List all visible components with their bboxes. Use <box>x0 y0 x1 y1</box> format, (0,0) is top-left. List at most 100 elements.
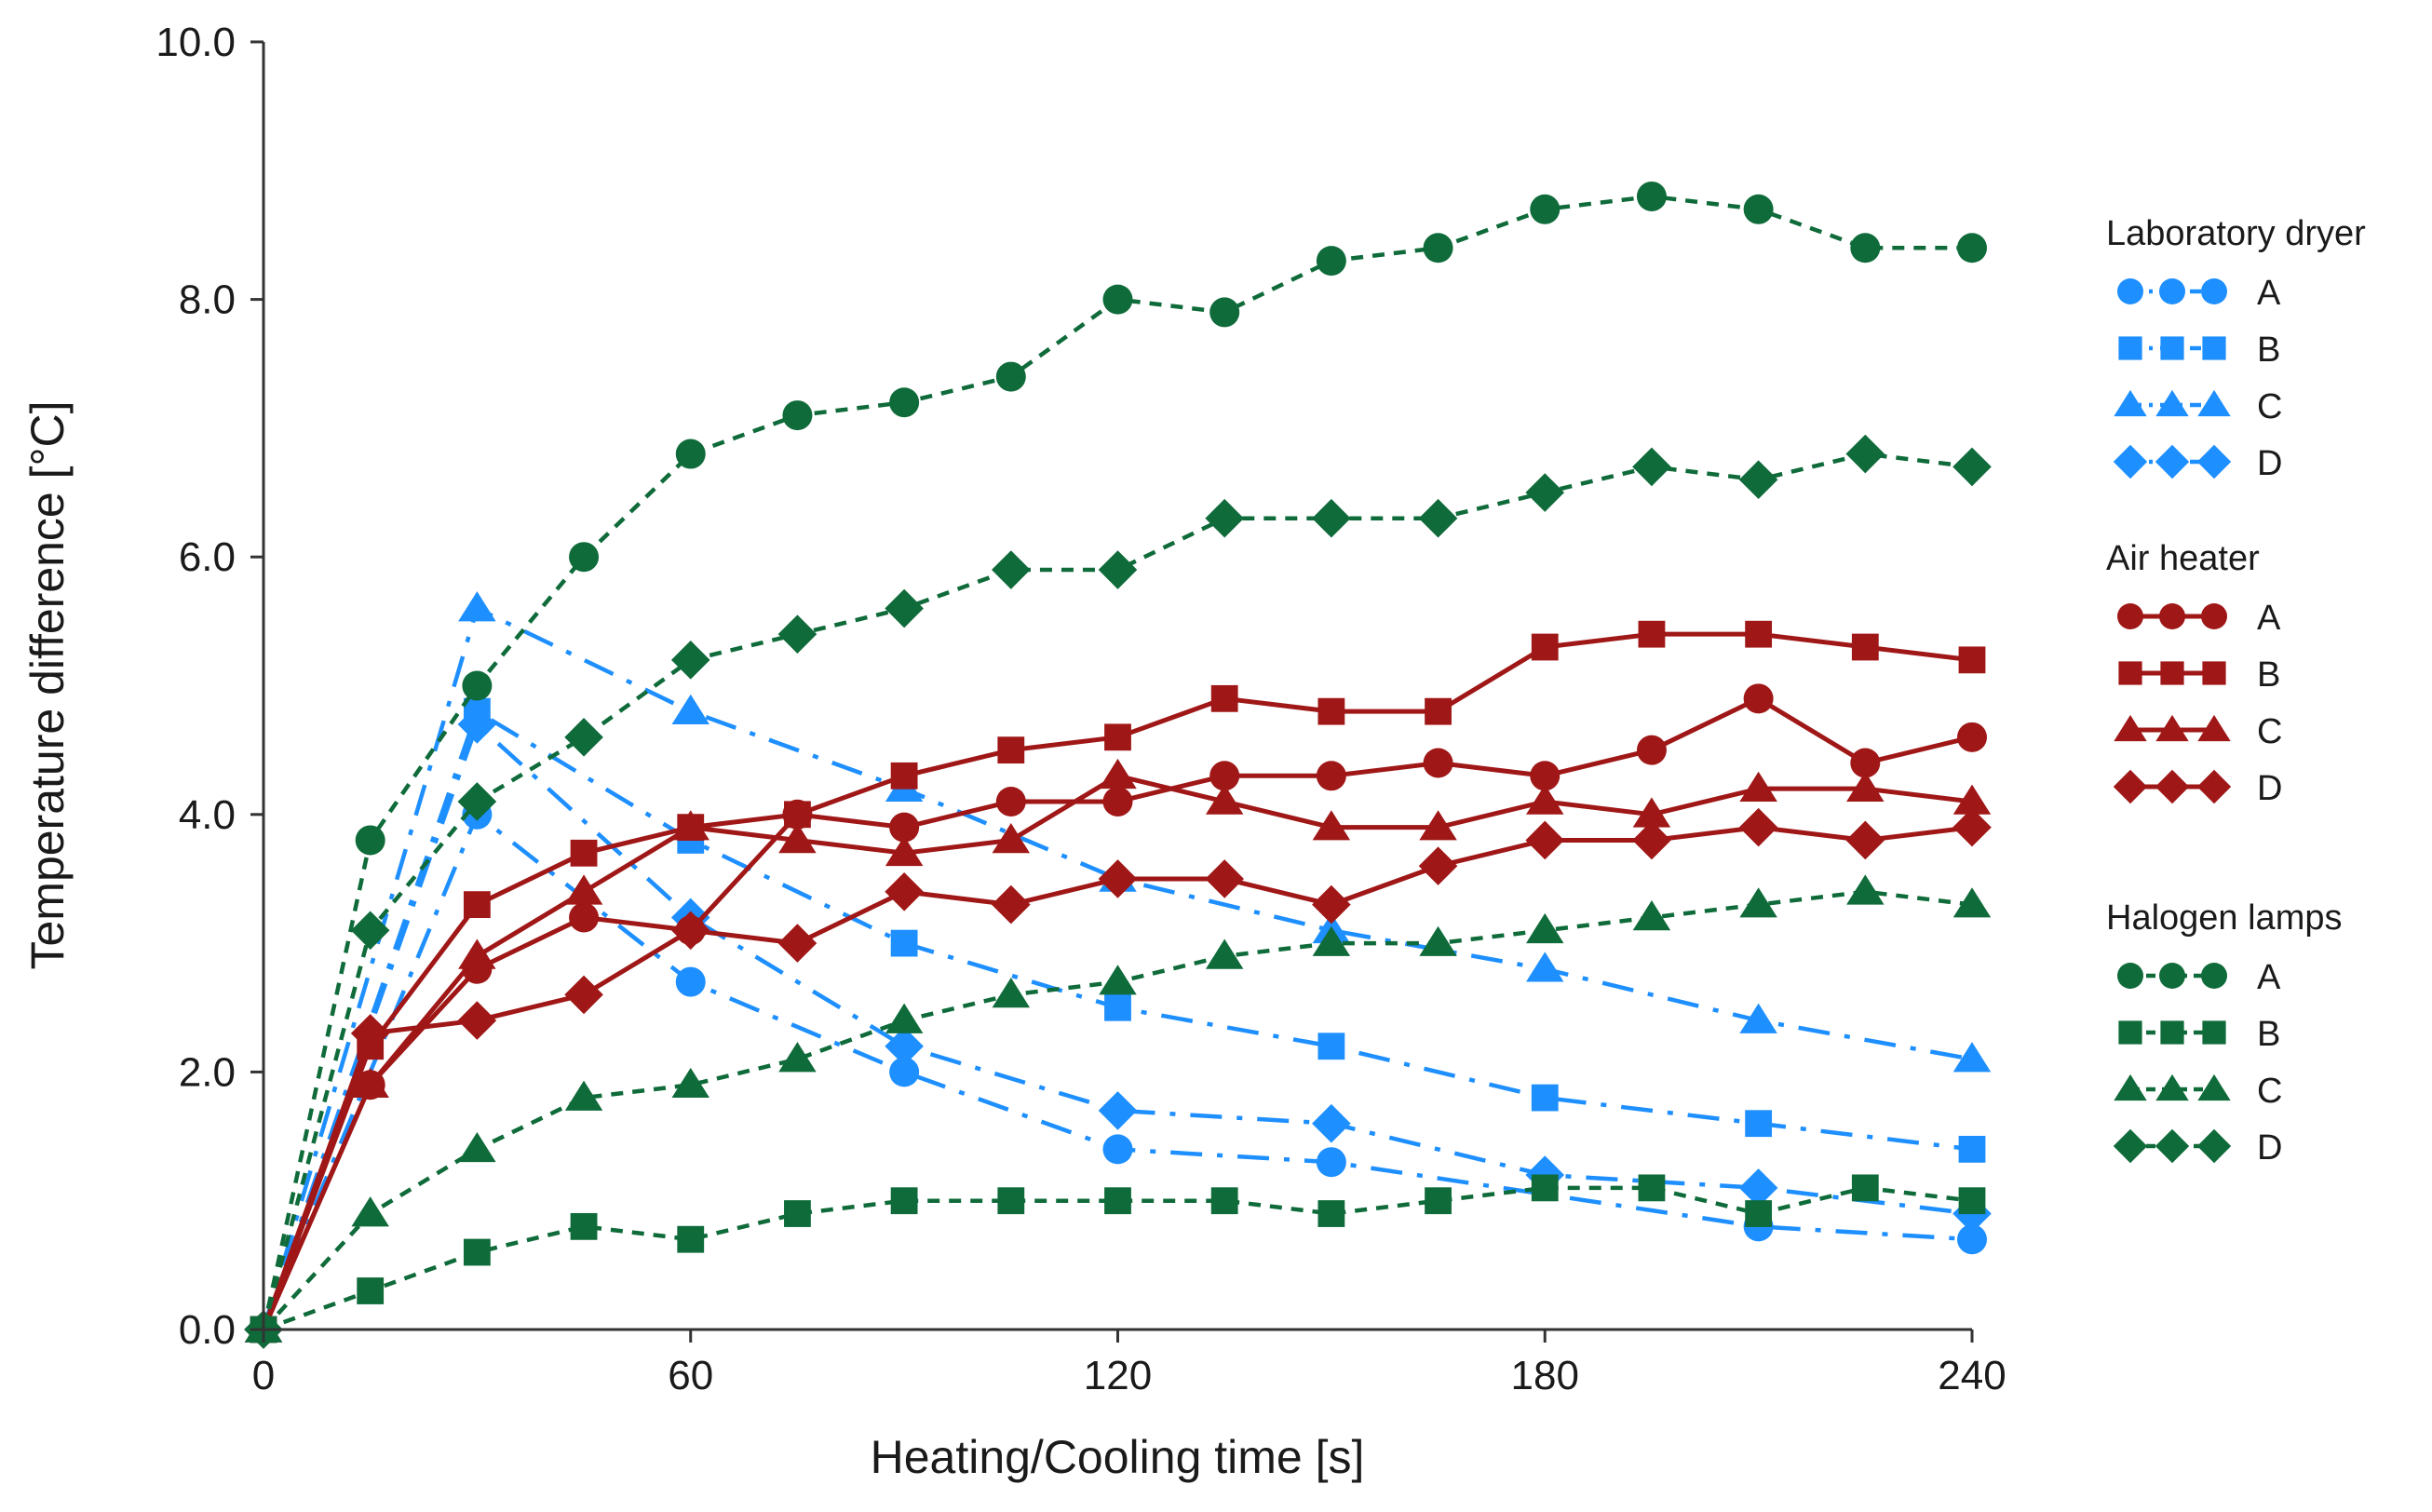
legend-marker <box>2160 1020 2184 1045</box>
legend-series-label: A <box>2257 599 2281 638</box>
data-point <box>1425 697 1452 725</box>
x-tick-label: 120 <box>1084 1353 1152 1398</box>
legend-marker <box>2196 444 2232 479</box>
axis-ticks: 0 60 120 180 240 0.0 2.0 4.0 6.0 8.0 10.0 <box>155 20 2006 1398</box>
data-point <box>351 1067 389 1099</box>
legend-marker <box>2113 444 2148 479</box>
data-point <box>890 762 918 790</box>
data-point <box>1104 1187 1131 1215</box>
data-point <box>885 871 924 911</box>
series-line <box>261 452 1973 1330</box>
data-point <box>350 911 390 951</box>
legend-series-label: D <box>2257 769 2282 808</box>
data-point <box>463 891 491 919</box>
data-point <box>1312 810 1351 841</box>
data-point <box>1850 748 1881 778</box>
data-point <box>457 1001 497 1040</box>
data-point <box>1846 771 1885 802</box>
data-point <box>777 614 817 654</box>
data-point <box>1738 1168 1778 1208</box>
data-point <box>1317 1200 1345 1227</box>
data-point <box>1210 684 1238 712</box>
data-point <box>1526 912 1564 944</box>
legend-series-label: C <box>2257 1072 2282 1111</box>
data-point <box>1317 697 1345 725</box>
legend-group-title: Halogen lamps <box>2106 898 2342 938</box>
legend-series-label: B <box>2257 331 2280 370</box>
data-point <box>992 823 1031 854</box>
data-point <box>1418 846 1458 885</box>
legend-series-label: C <box>2257 387 2282 426</box>
data-point <box>1209 297 1240 328</box>
series-line <box>261 606 1973 1330</box>
data-point <box>1531 633 1559 661</box>
data-point <box>357 1277 385 1304</box>
legend-group-title: Air heater <box>2106 539 2260 578</box>
legend-marker <box>2197 1073 2231 1101</box>
data-point <box>564 975 603 1015</box>
legend-marker <box>2160 336 2184 360</box>
data-point <box>1738 460 1778 500</box>
data-point <box>1102 1134 1133 1165</box>
data-point <box>1209 761 1240 791</box>
data-point <box>1952 447 1992 487</box>
x-axis-title: Heating/Cooling time [s] <box>871 1431 1365 1483</box>
data-point <box>890 929 918 957</box>
data-point <box>671 1067 709 1099</box>
legend-marker <box>2155 444 2190 479</box>
y-tick-label: 8.0 <box>179 277 236 323</box>
data-point <box>1845 434 1885 474</box>
data-point <box>1316 246 1346 277</box>
data-point <box>1104 723 1131 751</box>
legend-marker <box>2117 278 2143 304</box>
legend-marker <box>2118 336 2142 360</box>
data-point <box>458 591 496 622</box>
legend-marker <box>2155 714 2189 742</box>
data-point <box>1418 498 1458 538</box>
data-point <box>1952 807 1992 847</box>
plot-series <box>244 181 1992 1349</box>
data-point <box>564 1080 603 1111</box>
data-point <box>1851 1174 1879 1202</box>
data-point <box>1423 233 1453 263</box>
data-point <box>1205 784 1244 815</box>
data-point <box>1952 887 1992 918</box>
data-point <box>1102 284 1133 315</box>
legend-series-label: D <box>2257 444 2282 483</box>
data-point <box>1632 900 1671 931</box>
legend-marker <box>2159 278 2185 304</box>
data-point <box>782 400 813 431</box>
legend-marker <box>2201 278 2227 304</box>
data-point <box>992 884 1031 925</box>
data-point <box>885 1026 924 1066</box>
data-point <box>1098 550 1138 589</box>
legend-marker <box>2197 389 2231 417</box>
legend-marker <box>2155 1073 2189 1101</box>
data-point <box>995 786 1026 817</box>
data-point <box>890 1187 918 1215</box>
series-line <box>263 1185 1973 1332</box>
legend-marker <box>2118 1020 2142 1045</box>
data-point <box>1745 1110 1773 1138</box>
legend-marker <box>2201 963 2227 989</box>
legend-marker <box>2201 603 2227 629</box>
data-point <box>1312 925 1351 956</box>
data-point <box>671 810 709 841</box>
data-point <box>1745 1200 1773 1227</box>
data-point <box>1210 1187 1238 1215</box>
data-point <box>1958 1135 1986 1163</box>
data-point <box>1205 498 1244 538</box>
data-point <box>1957 1224 1987 1255</box>
data-point <box>1745 620 1773 648</box>
data-point <box>457 705 497 744</box>
legend-marker <box>2159 603 2185 629</box>
x-tick-label: 240 <box>1938 1353 2006 1398</box>
data-point <box>670 911 710 951</box>
data-point <box>1957 233 1987 263</box>
legend-marker <box>2202 336 2226 360</box>
data-point <box>462 670 493 701</box>
legend-series-label: A <box>2257 274 2281 313</box>
legend-marker <box>2155 1128 2190 1164</box>
legend-marker <box>2197 714 2231 742</box>
data-point <box>570 839 598 867</box>
